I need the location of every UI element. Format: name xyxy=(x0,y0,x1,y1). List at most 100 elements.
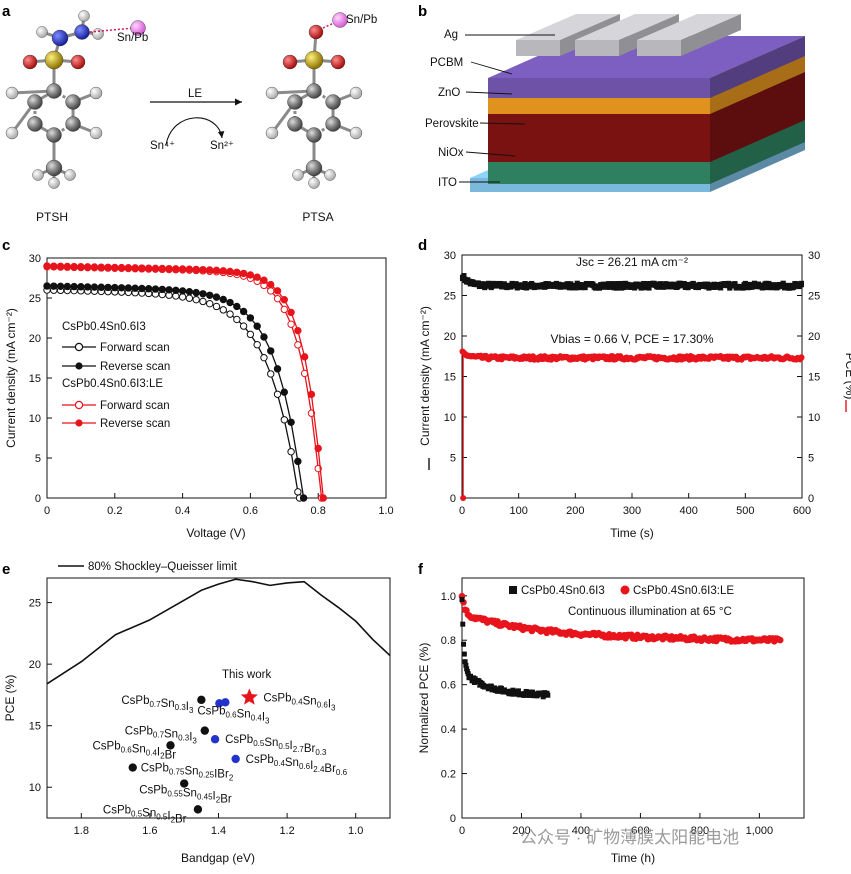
jv-point xyxy=(43,282,51,290)
jv-point xyxy=(199,290,207,298)
jv-point xyxy=(233,315,241,324)
y-tick-label-right: 25 xyxy=(808,291,820,303)
panel-label-d: d xyxy=(418,237,427,254)
jv-point xyxy=(219,267,227,275)
jv-point xyxy=(294,488,302,496)
y-tick-label: 1.0 xyxy=(441,591,456,603)
y-tick-label: 0.8 xyxy=(441,635,456,647)
oxygen-atom xyxy=(330,54,346,70)
carbon-atom xyxy=(27,94,43,110)
jv-point xyxy=(158,264,166,273)
y-tick-label: 20 xyxy=(444,331,456,343)
nitrogen-atom xyxy=(74,24,90,40)
hydrogen-atom xyxy=(349,86,363,100)
device-point xyxy=(231,754,240,764)
e-sq-legend-label: 80% Shockley–Queisser limit xyxy=(88,561,238,573)
y-tick-label: 15 xyxy=(29,721,41,733)
y-tick-label-right: 15 xyxy=(808,372,820,384)
ptsa-label: PTSA xyxy=(302,210,333,224)
jv-point xyxy=(199,297,207,306)
y-tick-label: 25 xyxy=(29,598,41,610)
jv-point xyxy=(300,353,309,361)
jv-point xyxy=(239,269,248,278)
bond xyxy=(313,89,334,104)
jv-point xyxy=(212,266,221,275)
pcbm-layer-side xyxy=(710,36,805,98)
jv-point xyxy=(97,263,105,271)
jv-point xyxy=(151,264,160,273)
redox-to-label: Sn²⁺ xyxy=(210,140,234,152)
y-tick-label: 15 xyxy=(444,372,456,384)
hydrogen-atom xyxy=(349,126,363,140)
carbon-atom xyxy=(46,127,62,143)
label-zno: ZnO xyxy=(438,87,460,99)
hydrogen-atom xyxy=(36,26,48,38)
y-tick-label-right: 5 xyxy=(808,453,814,465)
x-tick-label: 0.4 xyxy=(175,505,190,517)
bond xyxy=(313,122,334,137)
e-x-axis-label: Bandgap (eV) xyxy=(181,851,255,865)
x-tick-label: 1.0 xyxy=(378,505,393,517)
hydrogen-atom xyxy=(265,86,279,100)
oxygen-atom xyxy=(70,54,86,70)
point-label: CsPb0.5Sn0.5I2Br xyxy=(103,804,187,825)
ag-electrode-top xyxy=(516,14,620,40)
jv-point xyxy=(273,390,282,398)
jv-point xyxy=(299,494,308,502)
jv-point xyxy=(131,284,139,292)
layer-labels: Ag PCBM ZnO Perovskite NiOx ITO xyxy=(425,29,555,189)
y-tick-label: 0 xyxy=(35,493,41,505)
pce-point xyxy=(798,354,805,361)
jv-point xyxy=(267,280,275,289)
arrow-label: LE xyxy=(188,88,202,100)
y-tick-label: 20 xyxy=(29,659,41,671)
control-stability-point xyxy=(463,662,469,668)
hydrogen-atom xyxy=(89,126,103,140)
y-tick-label: 0.6 xyxy=(441,680,456,692)
x-tick-label: 0 xyxy=(44,505,50,517)
y-tick-label: 0 xyxy=(450,813,456,825)
d-vbias-annotation: Vbias = 0.66 V, PCE = 17.30% xyxy=(550,332,713,346)
perovskite-layer-side xyxy=(710,70,805,162)
point-label: CsPb0.55Sn0.45I2Br xyxy=(139,785,232,806)
panel-label-e: e xyxy=(2,561,10,578)
jv-point xyxy=(280,305,288,314)
le-stability-point xyxy=(776,636,784,644)
x-tick-label: 300 xyxy=(623,505,641,517)
jv-point xyxy=(70,262,78,271)
jv-point xyxy=(97,283,105,291)
jv-point xyxy=(212,293,221,301)
label-niox: NiOx xyxy=(438,147,464,159)
leader-zno xyxy=(465,91,513,95)
jv-point xyxy=(246,314,255,322)
point-label: CsPb0.75Sn0.25IBr2 xyxy=(141,763,234,783)
current-point xyxy=(617,280,623,288)
jv-point xyxy=(267,347,275,355)
panel-b-device-stack: Ag PCBM ZnO Perovskite NiOx ITO xyxy=(425,14,805,192)
jv-point xyxy=(172,265,180,273)
jv-point xyxy=(145,285,153,293)
jv-point xyxy=(104,263,112,271)
carbon-atom xyxy=(306,83,322,99)
jv-line-1 xyxy=(46,285,305,499)
current-point xyxy=(618,284,625,291)
c-legend-group1: CsPb0.4Sn0.6I3 xyxy=(62,321,146,333)
bond xyxy=(53,89,74,104)
carbon-atom xyxy=(325,116,341,132)
x-tick-label: 1.2 xyxy=(279,825,294,837)
x-tick-label: 1.6 xyxy=(142,825,157,837)
x-tick-label: 1.8 xyxy=(74,825,89,837)
f-legend-marker-2 xyxy=(620,585,630,595)
c-legend-marker-4 xyxy=(75,419,83,427)
jv-point xyxy=(192,288,200,297)
c-y-axis-label: Current density (mA cm⁻²) xyxy=(4,308,18,448)
oxygen-atom xyxy=(22,54,38,70)
panel-label-a: a xyxy=(2,3,11,20)
jv-point xyxy=(206,299,214,308)
jv-point xyxy=(267,370,275,378)
device-point xyxy=(215,699,224,708)
c-legend-entry-3: Forward scan xyxy=(100,400,170,412)
jv-point xyxy=(165,286,173,294)
label-perovskite: Perovskite xyxy=(425,118,479,130)
